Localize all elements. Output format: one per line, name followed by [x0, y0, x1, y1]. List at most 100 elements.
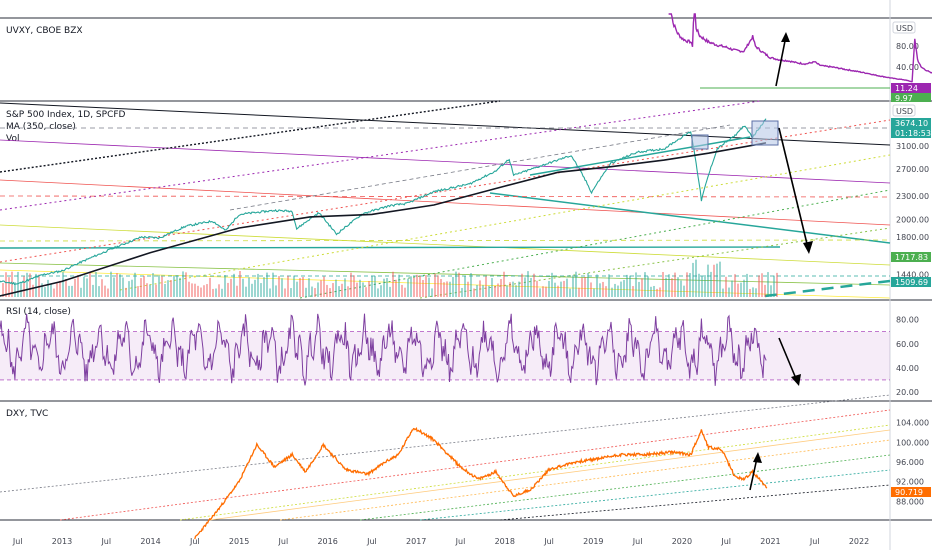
- volume-bar: [44, 287, 46, 297]
- volume-bar: [401, 284, 403, 297]
- volume-bar: [479, 280, 481, 297]
- volume-bar: [140, 278, 142, 297]
- volume-bar: [410, 276, 412, 297]
- uvxy-support-price: 9.97: [895, 94, 913, 103]
- spx-currency: USD: [896, 107, 913, 116]
- volume-bar: [197, 285, 199, 297]
- volume-bar: [35, 273, 37, 297]
- volume-bar: [251, 283, 253, 297]
- volume-bar: [440, 278, 442, 297]
- volume-bar: [353, 275, 355, 297]
- volume-bar: [314, 288, 316, 297]
- rsi-y-tick-label: 40.00: [896, 364, 919, 373]
- uvxy-up-arrow: [775, 32, 790, 87]
- volume-bar: [305, 287, 307, 297]
- volume-bar: [482, 285, 484, 297]
- volume-bar: [338, 286, 340, 297]
- dxy-y-tick-label: 100.000: [896, 438, 929, 447]
- volume-bar: [242, 278, 244, 297]
- volume-bar: [458, 272, 460, 297]
- volume-bar: [311, 286, 313, 297]
- volume-bar: [50, 283, 52, 297]
- volume-bar: [548, 280, 550, 297]
- volume-bar: [518, 281, 520, 297]
- volume-bar: [623, 279, 625, 297]
- volume-bar: [23, 276, 25, 297]
- volume-bar: [182, 271, 184, 297]
- volume-bar: [302, 277, 304, 297]
- volume-bar: [83, 276, 85, 297]
- volume-bar: [569, 288, 571, 297]
- spx-series-line: [0, 118, 767, 286]
- volume-bar: [377, 288, 379, 297]
- volume-bar: [386, 278, 388, 297]
- ma-legend: MA (350, close): [6, 122, 76, 132]
- volume-bar: [29, 273, 31, 297]
- volume-bar: [770, 285, 772, 297]
- volume-bar: [431, 288, 433, 297]
- volume-bar: [155, 284, 157, 297]
- volume-bar: [584, 276, 586, 297]
- volume-bar: [380, 285, 382, 297]
- volume-bar: [221, 288, 223, 297]
- volume-bar: [641, 278, 643, 297]
- spx-y-tick-label: 3100.00: [896, 142, 929, 151]
- x-tick-label: 2019: [583, 537, 603, 546]
- volume-bar: [293, 275, 295, 297]
- volume-bar: [404, 287, 406, 297]
- volume-bar: [131, 279, 133, 297]
- volume-bar: [524, 277, 526, 297]
- volume-bar: [2, 283, 4, 297]
- volume-bar: [71, 285, 73, 297]
- volume-bar: [32, 284, 34, 297]
- dxy-y-tick-label: 92.000: [896, 478, 924, 487]
- volume-bar: [389, 286, 391, 297]
- volume-bar: [341, 283, 343, 297]
- volume-bar: [677, 277, 679, 297]
- volume-bar: [773, 275, 775, 297]
- volume-bar: [605, 286, 607, 297]
- volume-bar: [665, 277, 667, 297]
- volume-bar: [767, 272, 769, 297]
- volume-bar: [200, 287, 202, 297]
- volume-bar: [749, 288, 751, 297]
- volume-bar: [542, 286, 544, 297]
- volume-bar: [80, 287, 82, 297]
- volume-bar: [557, 285, 559, 297]
- volume-bar: [551, 272, 553, 297]
- volume-bar: [629, 275, 631, 297]
- volume-bar: [104, 285, 106, 297]
- volume-bar: [674, 272, 676, 297]
- volume-bar: [167, 280, 169, 297]
- volume-bar: [41, 283, 43, 297]
- volume-bar: [650, 286, 652, 297]
- rsi-y-tick-label: 60.00: [896, 340, 919, 349]
- uvxy-title: UVXY, CBOE BZX: [6, 26, 83, 36]
- volume-bar: [614, 283, 616, 297]
- volume-bar: [92, 284, 94, 297]
- volume-bar: [74, 278, 76, 297]
- volume-bar: [20, 282, 22, 297]
- volume-bar: [290, 288, 292, 297]
- volume-bar: [593, 288, 595, 297]
- volume-bar: [533, 273, 535, 297]
- highlight-box-2020: [691, 134, 709, 150]
- spx-trendlines: [0, 100, 891, 299]
- dxy-panel: DXY, TVC 88.000 92.000 96.000 100.000 104.00…: [0, 394, 929, 540]
- x-tick-label: 2016: [317, 537, 337, 546]
- volume-bar: [695, 259, 697, 297]
- volume-bar: [764, 284, 766, 297]
- volume-bar: [476, 284, 478, 297]
- volume-bar: [152, 273, 154, 297]
- spx-panel: S&P 500 Index, 1D, SPCFD MA (350, close)…: [0, 100, 929, 299]
- volume-bar: [602, 281, 604, 297]
- volume-bar: [575, 271, 577, 297]
- volume-bar: [737, 283, 739, 297]
- volume-bar: [776, 272, 778, 297]
- volume-bar: [419, 275, 421, 297]
- spx-y-tick-label: 1800.00: [896, 233, 929, 242]
- volume-bar: [563, 280, 565, 297]
- volume-bar: [98, 286, 100, 297]
- x-tick-label: Jul: [366, 537, 377, 546]
